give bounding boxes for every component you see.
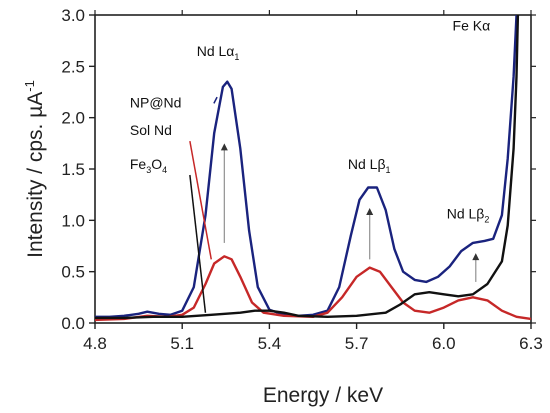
x-tick-label: 6.3 [519,334,543,353]
x-tick-label: 4.8 [83,334,107,353]
y-tick-label: 1.0 [61,211,85,230]
legend-label-1: Sol Nd [130,122,172,138]
legend-label-0: NP@Nd [130,94,182,110]
series-line-0 [95,14,518,318]
x-tick-label: 6.0 [432,334,456,353]
y-tick-label: 2.5 [61,57,85,76]
annotation-nd-lb1: Nd Lβ1 [348,156,391,175]
annotation-fe-ka: Fe Kα [453,17,491,33]
legend-pointer-line [189,140,213,260]
increase-arrow-head [366,208,374,216]
series-line-1 [94,255,532,322]
y-axis-title-main: Intensity / cps. µA [24,92,47,258]
legend-pointer-line [213,96,218,104]
annotation-nd-lb2: Nd Lβ2 [447,205,490,224]
y-tick-label: 0.5 [61,263,85,282]
y-axis-title: Intensity / cps. µA-1 [22,80,47,258]
legend-label-2: Fe3O4 [130,156,167,175]
increase-arrow-head [472,253,480,261]
x-axis-title: Energy / keV [263,384,383,407]
y-tick-label: 2.0 [61,109,85,128]
y-tick-label: 1.5 [61,160,85,179]
annotation-nd-la1: Nd Lα1 [197,43,240,62]
legend-pointer-line [189,174,207,313]
y-tick-label: 3.0 [61,6,85,25]
y-tick-label: 0.0 [61,314,85,333]
increase-arrow-head [220,143,228,151]
y-axis-title-sup: -1 [22,80,37,92]
x-tick-label: 5.1 [170,334,194,353]
x-tick-label: 5.4 [258,334,282,353]
x-tick-label: 5.7 [345,334,369,353]
